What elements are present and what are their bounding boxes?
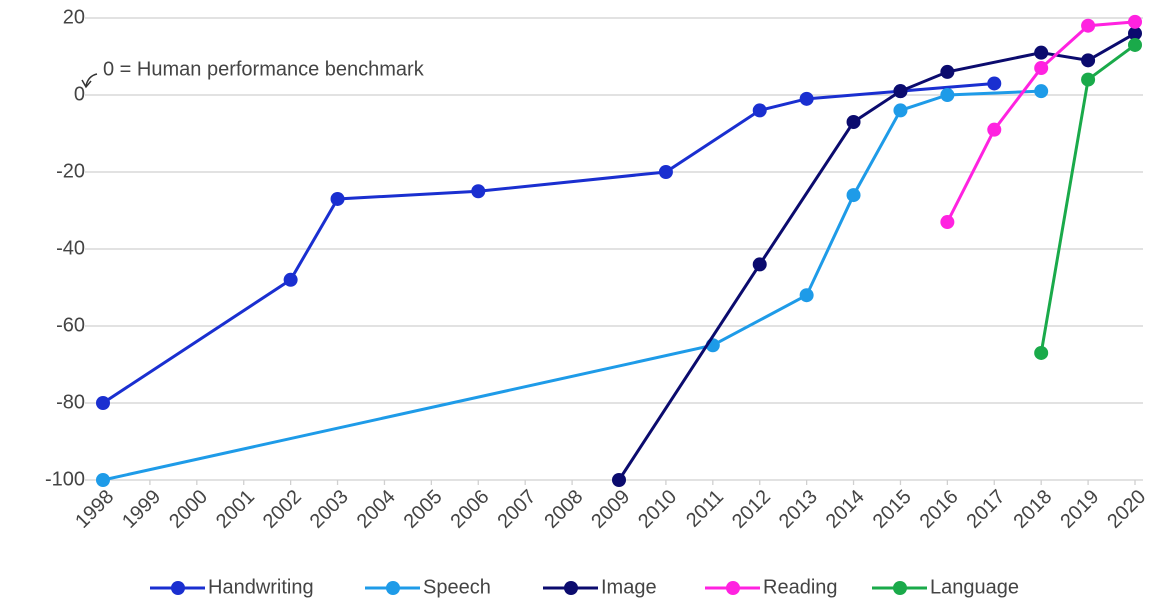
y-tick-label: -40 [56,237,85,259]
x-tick-label: 2015 [869,486,916,533]
x-tick-label: 2014 [822,486,869,533]
legend-label: Reading [763,576,838,598]
legend-marker [386,581,400,595]
x-tick-label: 2004 [353,486,400,533]
x-tick-label: 2018 [1009,486,1056,533]
x-tick-label: 2020 [1103,486,1149,533]
y-tick-label: 20 [63,6,85,28]
x-tick-label: 2000 [165,486,212,533]
series-line [1039,43,1136,354]
annotation-arrowhead [81,79,92,89]
series-marker [612,473,626,487]
legend-marker [564,581,578,595]
x-tick-label: 2002 [259,486,306,533]
x-tick-label: 2016 [916,486,963,533]
series-marker [846,114,861,129]
series-marker [940,215,955,230]
y-tick-label: -80 [56,391,85,413]
x-tick-label: 2017 [963,486,1010,533]
legend-label: Image [601,576,657,598]
y-tick-label: -20 [56,160,85,182]
x-tick-label: 2005 [400,486,447,533]
x-tick-label: 2003 [306,486,353,533]
series-marker [1034,61,1049,76]
series-marker [471,184,486,199]
series-marker [1081,18,1096,33]
series-marker [846,188,861,203]
series-line [102,81,995,405]
series-marker [330,191,345,206]
series-marker [96,396,110,410]
legend-marker [726,581,740,595]
series-marker [893,84,908,99]
legend-marker [171,581,185,595]
series-marker [1128,14,1142,29]
legend-marker [893,581,907,595]
series-marker [987,76,1002,91]
series-marker [1128,26,1142,41]
series-marker [752,257,767,272]
series-marker [893,103,908,118]
series-marker [1034,345,1049,360]
series-marker [283,272,298,287]
annotation: 0 = Human performance benchmark [103,58,425,80]
series-line [102,89,1042,482]
y-tick-label: -60 [56,314,85,336]
series-marker [1034,45,1049,60]
x-tick-label: 2001 [212,486,259,533]
series-marker [1081,53,1096,68]
series-marker [96,473,110,487]
y-tick-label: -100 [45,468,85,490]
series-line [617,32,1136,481]
series-marker [752,103,767,118]
x-tick-label: 2006 [447,486,494,533]
x-tick-label: 2010 [634,486,681,533]
x-tick-label: 2008 [540,486,587,533]
legend-label: Speech [423,576,491,598]
series-marker [940,88,955,102]
series-marker [1034,84,1049,99]
y-tick-label: 0 [74,83,85,105]
series-marker [987,122,1002,137]
x-tick-label: 2009 [587,486,634,533]
legend-label: Language [930,576,1019,598]
annotation-arrow [85,73,98,87]
series-marker [799,288,814,303]
series-marker [658,165,673,179]
series-marker [799,91,814,106]
legend-label: Handwriting [208,576,314,598]
series-marker [940,64,955,79]
series-marker [1081,72,1096,87]
series-marker [1128,37,1142,52]
x-tick-label: 2012 [728,486,775,533]
x-tick-label: 1999 [118,486,165,533]
x-tick-label: 2013 [775,486,822,533]
x-tick-label: 2007 [493,486,540,533]
x-tick-label: 1998 [71,486,118,533]
x-tick-label: 2011 [682,486,728,532]
x-tick-label: 2019 [1056,486,1103,533]
